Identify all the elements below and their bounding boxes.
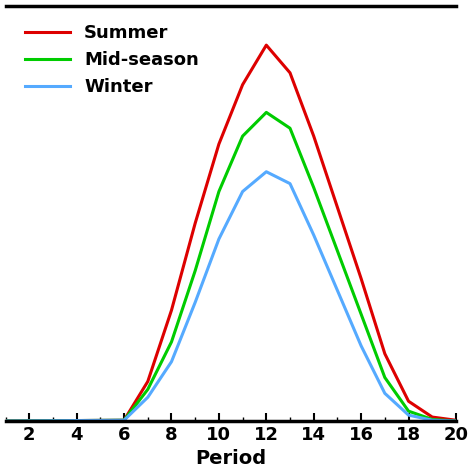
Winter bbox=[311, 232, 317, 238]
Mid-season bbox=[406, 408, 411, 414]
Summer bbox=[335, 204, 340, 210]
Winter bbox=[406, 412, 411, 418]
Summer bbox=[145, 379, 151, 384]
Winter bbox=[192, 300, 198, 305]
Summer bbox=[453, 418, 459, 423]
Summer bbox=[169, 308, 174, 313]
Winter bbox=[240, 189, 246, 194]
Winter bbox=[3, 418, 9, 424]
Summer bbox=[264, 42, 269, 48]
Winter bbox=[216, 236, 222, 242]
Summer bbox=[311, 133, 317, 139]
Mid-season bbox=[240, 133, 246, 139]
Line: Mid-season: Mid-season bbox=[6, 112, 456, 421]
Winter bbox=[429, 418, 435, 423]
Mid-season bbox=[287, 126, 293, 131]
Mid-season bbox=[145, 386, 151, 392]
Legend: Summer, Mid-season, Winter: Summer, Mid-season, Winter bbox=[19, 19, 204, 101]
Line: Summer: Summer bbox=[6, 45, 456, 421]
Summer bbox=[192, 220, 198, 226]
Summer bbox=[240, 82, 246, 88]
Winter bbox=[121, 418, 127, 423]
Mid-season bbox=[264, 109, 269, 115]
X-axis label: Period: Period bbox=[195, 449, 266, 468]
Winter bbox=[287, 181, 293, 186]
Summer bbox=[287, 70, 293, 76]
Summer bbox=[121, 418, 127, 423]
Summer bbox=[358, 276, 364, 282]
Winter bbox=[453, 418, 459, 424]
Mid-season bbox=[169, 339, 174, 345]
Summer bbox=[429, 414, 435, 420]
Mid-season bbox=[121, 418, 127, 423]
Mid-season bbox=[382, 374, 388, 380]
Mid-season bbox=[3, 418, 9, 424]
Summer bbox=[382, 351, 388, 356]
Winter bbox=[169, 359, 174, 365]
Mid-season bbox=[453, 418, 459, 424]
Line: Winter: Winter bbox=[6, 172, 456, 421]
Mid-season bbox=[311, 185, 317, 191]
Mid-season bbox=[358, 311, 364, 317]
Mid-season bbox=[192, 268, 198, 273]
Summer bbox=[216, 141, 222, 147]
Summer bbox=[406, 399, 411, 404]
Mid-season bbox=[216, 189, 222, 194]
Mid-season bbox=[429, 417, 435, 422]
Summer bbox=[3, 418, 9, 424]
Winter bbox=[264, 169, 269, 174]
Mid-season bbox=[335, 248, 340, 254]
Winter bbox=[382, 391, 388, 396]
Winter bbox=[335, 288, 340, 293]
Winter bbox=[145, 394, 151, 400]
Winter bbox=[358, 343, 364, 349]
